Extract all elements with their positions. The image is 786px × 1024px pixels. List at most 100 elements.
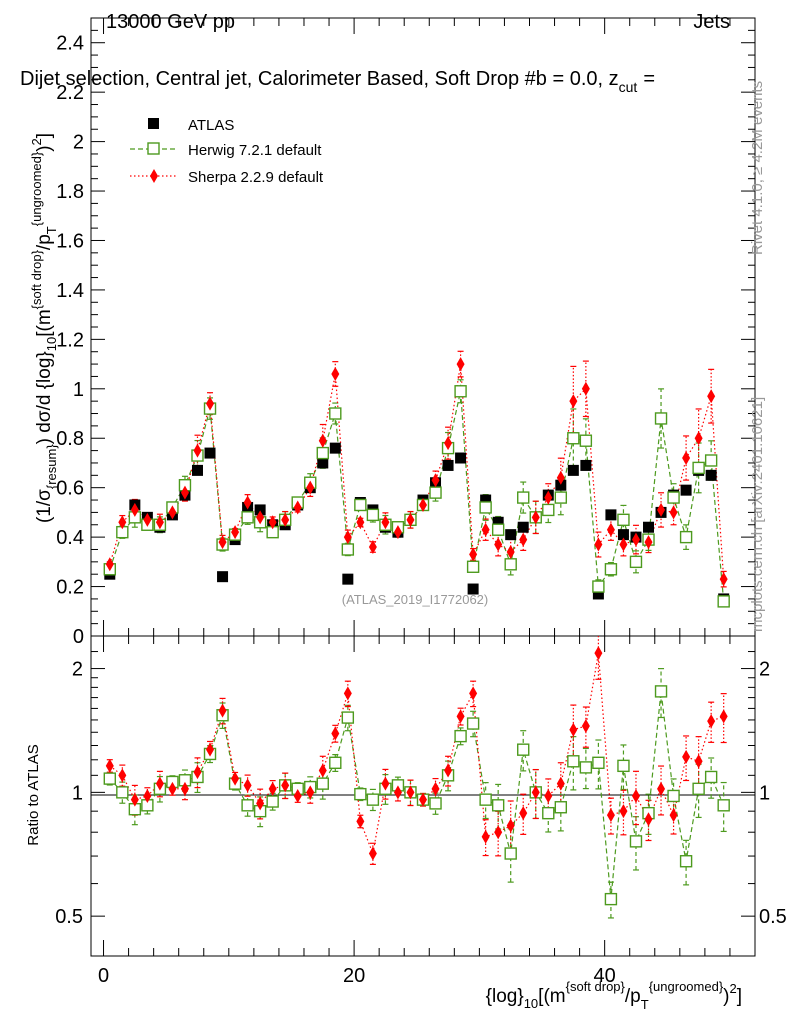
sherpa-ratio-point [544,788,553,803]
main-plot-area [103,350,730,608]
sherpa-ratio-point [494,825,503,840]
atlas-point [329,442,341,454]
sherpa-point [619,537,628,552]
sherpa-point [556,470,565,485]
sherpa-point [268,515,277,530]
sherpa-point [143,512,152,527]
sherpa-ratio-point [318,763,327,778]
sherpa-ratio-point [331,726,340,741]
atlas-point [455,452,467,464]
sherpa-point [343,530,352,545]
atlas-point [217,571,229,583]
analysis-watermark: (ATLAS_2019_I1772062) [342,592,488,607]
herwig-ratio-point [491,799,505,812]
sherpa-ratio-point [180,781,189,796]
herwig-ratio-point [316,777,329,790]
x-axis-ticks: 0 20 40 [98,18,731,987]
sherpa-ratio-point [469,686,478,701]
atlas-point [605,509,617,521]
herwig-point [629,555,643,569]
sherpa-point [531,510,540,525]
atlas-point [705,469,717,481]
sherpa-point [180,485,189,500]
sherpa-point [406,512,415,527]
herwig-ratio-point [504,847,517,860]
main-y-tick-label: 2 [73,132,84,154]
main-y-tick-label: 0.6 [56,478,84,500]
atlas-point [680,484,692,496]
sherpa-ratio-point [368,846,377,861]
sherpa-ratio-point [556,776,565,791]
herwig-ratio-point [692,782,705,796]
sherpa-ratio-point [243,778,252,793]
herwig-line [109,391,725,602]
ratio-frame [90,635,756,957]
atlas-point [555,479,567,491]
sherpa-point [581,381,590,396]
sherpa-ratio-point [406,785,415,800]
herwig-point [479,501,492,514]
herwig-point [667,491,680,504]
sherpa-ratio-point [694,754,703,769]
sherpa-ratio-point [143,788,152,803]
main-y-tick-label: 0.2 [56,577,84,599]
y-axis-label-ratio: Ratio to ATLAS [25,744,42,845]
sherpa-point [243,495,252,510]
x-tick-label: 20 [343,965,365,987]
sherpa-point [118,515,127,530]
rivet-label: Rivet 4.1.0, ≥ 4.2M events [749,81,766,255]
herwig-ratio-point [266,795,279,808]
ratio-y-tick-label: 2 [72,659,83,681]
category-label: Jets [693,11,730,33]
sherpa-ratio-point [193,765,202,780]
sherpa-ratio-point [105,758,114,773]
sherpa-ratio-point [644,812,653,827]
sherpa-ratio-point [206,742,215,757]
legend-atlas-label: ATLAS [188,117,234,134]
sherpa-point [606,522,615,537]
atlas-point [480,494,492,506]
herwig-ratio-point [517,743,530,756]
mcplots-label: mcplots.cern.ch [arXiv:2401.10621] [749,397,766,632]
main-y-tick-label: 1.4 [56,280,84,302]
sherpa-ratio-point [619,804,628,819]
sherpa-ratio-point [594,646,603,661]
sherpa-point [356,515,365,530]
sherpa-ratio-point [306,785,315,800]
herwig-ratio-point [542,806,555,820]
herwig-point [704,454,718,467]
herwig-ratio-point [466,717,480,730]
sherpa-ratio-point [631,788,640,803]
herwig-ratio-point [354,787,367,801]
sherpa-ratio-point [581,718,590,733]
sherpa-point [193,443,202,458]
sherpa-ratio-point [456,709,465,724]
legend-sherpa-label: Sherpa 2.2.9 default [188,169,324,186]
sherpa-point [694,431,703,446]
main-y-tick-label: 1 [73,379,84,401]
sherpa-ratio-point [657,781,666,796]
herwig-point [542,503,555,517]
herwig-ratio-point [717,799,730,812]
ratio-y-tick-label: 0.5 [55,906,83,928]
sherpa-ratio-point [519,806,528,821]
herwig-ratio-point [654,685,668,698]
legend-herwig-label: Herwig 7.2.1 default [188,142,322,159]
herwig-ratio-point [629,835,643,848]
sherpa-point [306,480,315,495]
herwig-point [466,560,480,573]
sherpa-point [544,490,553,505]
main-frame [90,17,756,637]
x-tick-label: 40 [594,965,616,987]
sherpa-point [657,502,666,517]
sherpa-ratio-point [256,796,265,811]
legend: ATLAS Herwig 7.2.1 default Sherpa 2.2.9 … [130,117,324,186]
main-y-tick-label: 1.2 [56,329,84,351]
herwig-point [654,412,668,425]
herwig-point [329,407,342,420]
sherpa-point [331,366,340,381]
sherpa-point [519,532,528,547]
sherpa-point [281,512,290,527]
main-y-tick-label: 1.6 [56,230,84,252]
sherpa-point [644,535,653,550]
